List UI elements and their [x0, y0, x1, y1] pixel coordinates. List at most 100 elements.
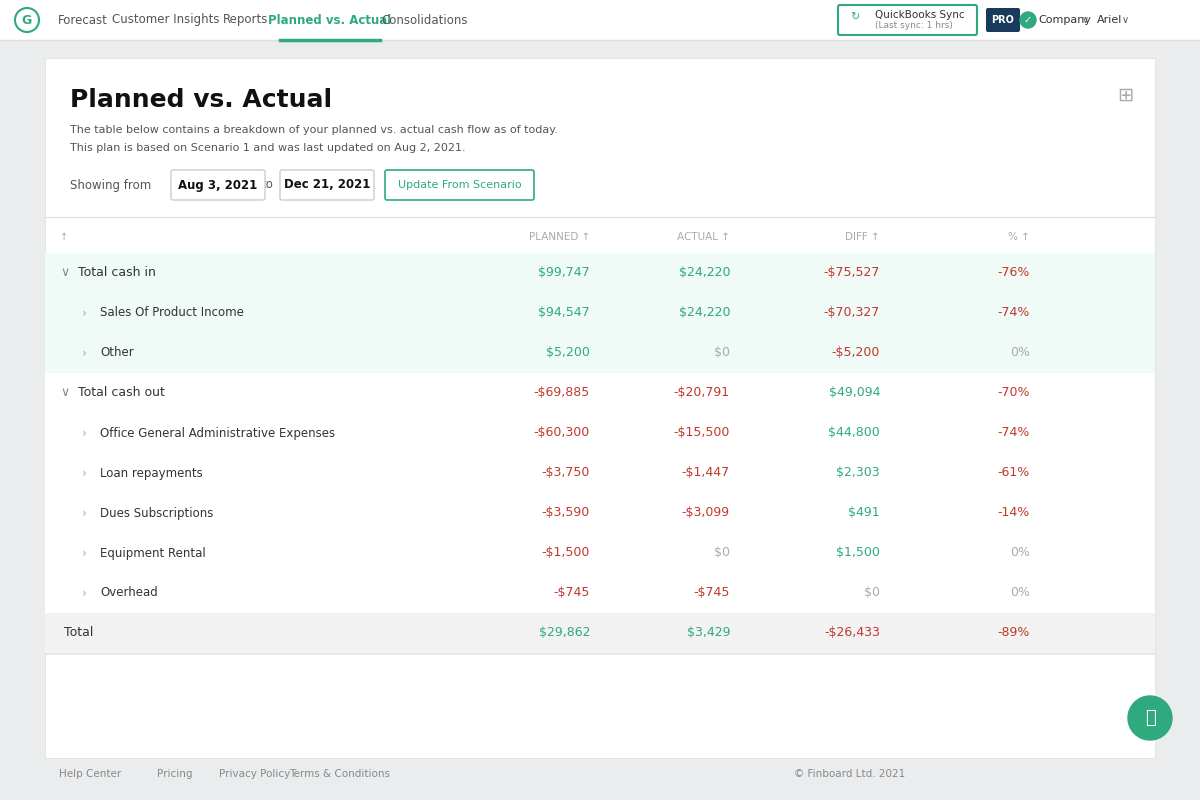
- Text: This plan is based on Scenario 1 and was last updated on Aug 2, 2021.: This plan is based on Scenario 1 and was…: [70, 143, 466, 153]
- Text: Company: Company: [1038, 15, 1092, 25]
- Bar: [46, 493, 1154, 533]
- FancyBboxPatch shape: [838, 5, 977, 35]
- Text: -$20,791: -$20,791: [674, 386, 730, 399]
- Text: -$745: -$745: [694, 586, 730, 599]
- Text: $491: $491: [848, 506, 880, 519]
- Text: Equipment Rental: Equipment Rental: [100, 546, 205, 559]
- Text: Privacy Policy: Privacy Policy: [220, 769, 290, 779]
- FancyBboxPatch shape: [280, 170, 374, 200]
- Text: $94,547: $94,547: [539, 306, 590, 319]
- Text: Update From Scenario: Update From Scenario: [397, 180, 521, 190]
- Bar: [0, 0, 1200, 40]
- Text: Forecast: Forecast: [58, 14, 108, 26]
- Text: -76%: -76%: [997, 266, 1030, 279]
- FancyBboxPatch shape: [986, 8, 1020, 32]
- Text: ›: ›: [82, 466, 88, 479]
- Text: 0%: 0%: [1010, 346, 1030, 359]
- Text: Showing from: Showing from: [70, 178, 151, 191]
- Text: PLANNED ↑: PLANNED ↑: [529, 232, 590, 242]
- Text: $0: $0: [714, 546, 730, 559]
- Text: Customer Insights: Customer Insights: [113, 14, 220, 26]
- Text: $0: $0: [714, 346, 730, 359]
- Text: ›: ›: [82, 506, 88, 519]
- Text: ∨: ∨: [1081, 15, 1088, 25]
- Text: $0: $0: [864, 586, 880, 599]
- Text: $3,429: $3,429: [686, 626, 730, 639]
- Text: -74%: -74%: [997, 306, 1030, 319]
- Text: -$69,885: -$69,885: [534, 386, 590, 399]
- Text: $5,200: $5,200: [546, 346, 590, 359]
- Bar: [46, 373, 1154, 413]
- Text: ›: ›: [82, 546, 88, 559]
- Text: ∨: ∨: [60, 266, 70, 279]
- Text: -$745: -$745: [553, 586, 590, 599]
- FancyBboxPatch shape: [172, 170, 265, 200]
- Text: Reports: Reports: [223, 14, 269, 26]
- Text: -$15,500: -$15,500: [673, 426, 730, 439]
- Text: Office General Administrative Expenses: Office General Administrative Expenses: [100, 426, 335, 439]
- Text: -89%: -89%: [997, 626, 1030, 639]
- Circle shape: [14, 8, 38, 32]
- Text: Pricing: Pricing: [157, 769, 193, 779]
- Text: G: G: [22, 14, 32, 26]
- Text: -$5,200: -$5,200: [832, 346, 880, 359]
- Text: Terms & Conditions: Terms & Conditions: [289, 769, 390, 779]
- Text: $99,747: $99,747: [539, 266, 590, 279]
- Text: -74%: -74%: [997, 426, 1030, 439]
- Text: -$3,750: -$3,750: [541, 466, 590, 479]
- Text: Total cash in: Total cash in: [78, 266, 156, 279]
- Bar: [46, 613, 1154, 653]
- Text: ›: ›: [82, 586, 88, 599]
- Text: 0%: 0%: [1010, 586, 1030, 599]
- Circle shape: [1128, 696, 1172, 740]
- Text: Planned vs. Actual: Planned vs. Actual: [269, 14, 391, 26]
- Text: $44,800: $44,800: [828, 426, 880, 439]
- Text: -14%: -14%: [997, 506, 1030, 519]
- Text: -$75,527: -$75,527: [823, 266, 880, 279]
- Text: Dues Subscriptions: Dues Subscriptions: [100, 506, 214, 519]
- Text: $24,220: $24,220: [678, 306, 730, 319]
- Text: Planned vs. Actual: Planned vs. Actual: [70, 88, 332, 112]
- Text: ACTUAL ↑: ACTUAL ↑: [677, 232, 730, 242]
- Text: Consolidations: Consolidations: [382, 14, 468, 26]
- Bar: [46, 533, 1154, 573]
- Text: ↑: ↑: [60, 232, 68, 242]
- Text: ›: ›: [82, 426, 88, 439]
- Text: Overhead: Overhead: [100, 586, 157, 599]
- Circle shape: [1020, 12, 1036, 28]
- Text: QuickBooks Sync: QuickBooks Sync: [875, 10, 965, 20]
- Bar: [46, 573, 1154, 613]
- Text: DIFF ↑: DIFF ↑: [845, 232, 880, 242]
- Text: Sales Of Product Income: Sales Of Product Income: [100, 306, 244, 319]
- Text: $2,303: $2,303: [836, 466, 880, 479]
- Text: Help Center: Help Center: [59, 769, 121, 779]
- Text: Total: Total: [64, 626, 94, 639]
- Text: Total cash out: Total cash out: [78, 386, 164, 399]
- FancyBboxPatch shape: [385, 170, 534, 200]
- Bar: [46, 253, 1154, 293]
- Bar: [46, 413, 1154, 453]
- Text: 💬: 💬: [1145, 709, 1156, 727]
- Text: -61%: -61%: [997, 466, 1030, 479]
- Text: ✓: ✓: [1024, 15, 1032, 25]
- Text: $1,500: $1,500: [836, 546, 880, 559]
- Text: -$1,447: -$1,447: [682, 466, 730, 479]
- Text: $29,862: $29,862: [539, 626, 590, 639]
- Text: Loan repayments: Loan repayments: [100, 466, 203, 479]
- Text: Dec 21, 2021: Dec 21, 2021: [284, 178, 370, 191]
- Text: ∨: ∨: [60, 386, 70, 399]
- Text: ↻: ↻: [851, 12, 859, 22]
- Bar: [46, 293, 1154, 333]
- Text: $24,220: $24,220: [678, 266, 730, 279]
- Text: Aug 3, 2021: Aug 3, 2021: [179, 178, 258, 191]
- Text: © Finboard Ltd. 2021: © Finboard Ltd. 2021: [794, 769, 906, 779]
- Text: -$3,099: -$3,099: [682, 506, 730, 519]
- Text: -$60,300: -$60,300: [534, 426, 590, 439]
- Bar: [46, 453, 1154, 493]
- Text: Other: Other: [100, 346, 133, 359]
- Text: ›: ›: [82, 306, 88, 319]
- Text: % ↑: % ↑: [1008, 232, 1030, 242]
- Text: ⊞: ⊞: [1117, 86, 1133, 105]
- Text: -$3,590: -$3,590: [541, 506, 590, 519]
- Text: (Last sync: 1 hrs): (Last sync: 1 hrs): [875, 22, 953, 30]
